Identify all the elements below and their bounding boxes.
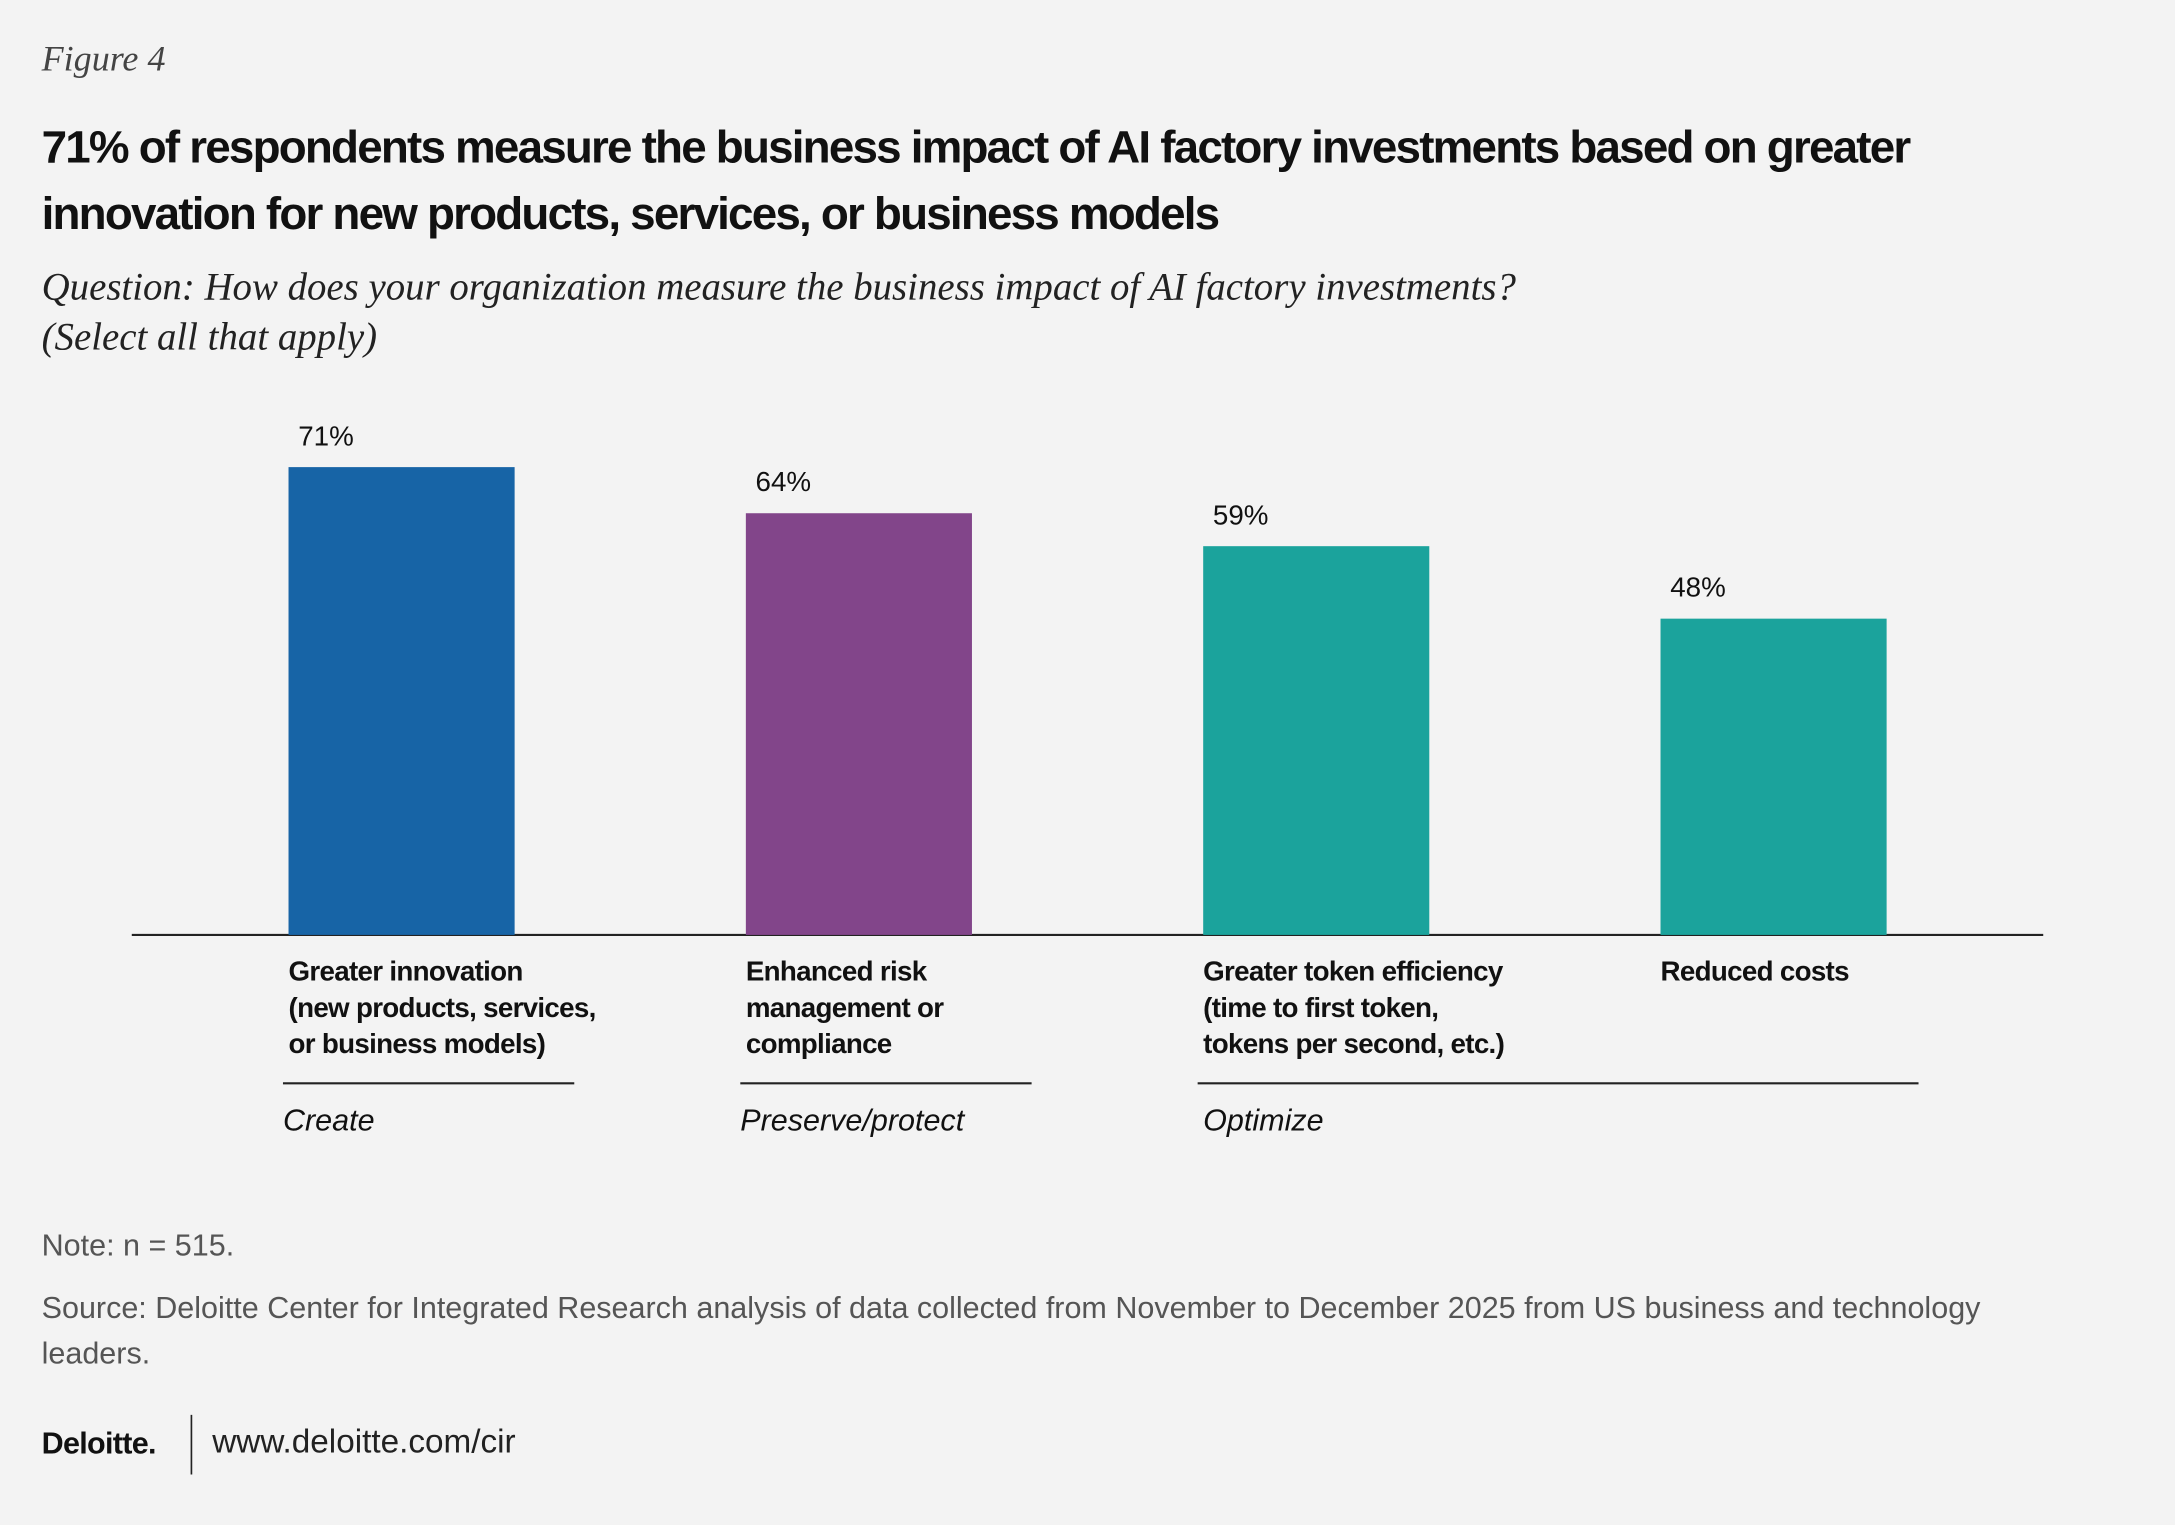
category-label: Greater innovation (new products, servic… [288, 957, 597, 1060]
category-label: Enhanced risk management or compliance [745, 957, 944, 1060]
figure-label: Figure 4 [41, 38, 166, 80]
bar [1203, 546, 1430, 935]
source: Source: Deloitte Center for Integrated R… [41, 1290, 1981, 1371]
category-label: Reduced costs [1660, 957, 1850, 988]
brand: Deloitte. [41, 1425, 157, 1461]
value-label: 48% [1670, 572, 1726, 604]
group-label: Create [282, 1102, 375, 1138]
value-label: 71% [298, 421, 354, 452]
chart-subtitle: Question: How does your organization mea… [41, 266, 1516, 360]
note: Note: n = 515. [41, 1227, 235, 1263]
value-label: 59% [1212, 500, 1269, 531]
chart-title: 71% of respondents measure the business … [41, 120, 1912, 239]
group-label: Optimize [1203, 1102, 1324, 1138]
bar [745, 513, 972, 935]
group-label: Preserve/protect [740, 1102, 965, 1138]
bar [1660, 618, 1887, 935]
url: www.deloitte.com/cir [212, 1423, 516, 1461]
bar [288, 467, 515, 935]
category-label: Greater token efficiency (time to first … [1203, 957, 1505, 1060]
value-label: 64% [755, 467, 812, 498]
